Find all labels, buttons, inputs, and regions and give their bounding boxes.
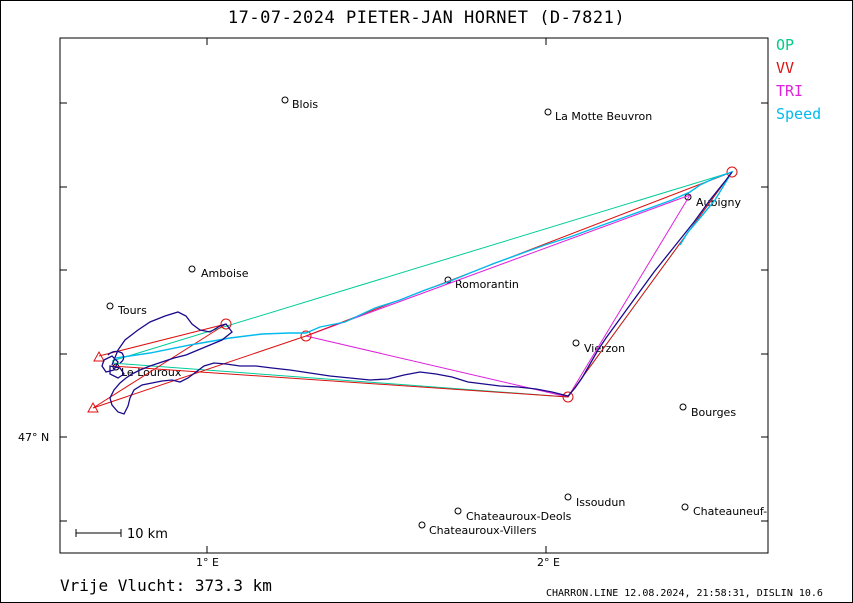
place-chateauneuf: Chateauneuf- [693,505,767,518]
flight-track [109,171,733,415]
legend-tri: TRI [776,82,804,100]
place-la-motte-beuvron: La Motte Beuvron [555,110,652,123]
flight-title: 17-07-2024 PIETER-JAN HORNET (D-7821) [227,8,626,28]
place-marker [281,96,289,104]
lat-label-47: 47° N [18,431,49,444]
place-marker [106,302,114,310]
lon-label-1: 1° E [196,556,219,569]
place-aubigny: Aubigny [696,196,741,209]
lon-ticks [206,38,547,553]
place-marker [681,503,689,511]
place-tours: Tours [117,304,147,317]
place-chateauroux-deols: Chateauroux-Deols [466,510,572,523]
turnpoint-marker [562,391,574,403]
legend-vv: VV [776,59,795,77]
place-marker [418,521,426,529]
vv-route [92,170,734,409]
tri-route [305,194,692,398]
place-marker [564,493,572,501]
lat-ticks [60,102,768,522]
place-issoudun: Issoudun [576,496,625,509]
turnpoint-marker [220,318,232,330]
finish-marker [87,401,99,413]
turnpoint-marker [300,330,312,342]
speed-track [115,170,734,359]
place-amboise: Amboise [201,267,249,280]
start-cluster [101,350,125,379]
legend-speed: Speed [776,105,822,123]
legend: OP VV TRI Speed [776,34,821,126]
lon-label-2: 2° E [537,556,560,569]
places: Blois La Motte Beuvron Aubigny Amboise T… [106,96,767,537]
place-vierzon: Vierzon [584,342,625,355]
place-blois: Blois [292,98,318,111]
vv-turnpoints [87,166,738,413]
place-marker [572,339,580,347]
turnpoint-marker [726,166,738,178]
scale-bar [75,529,122,537]
place-marker [544,108,552,116]
place-chateauroux-villers: Chateauroux-Villers [429,524,537,537]
scale-bar-label: 10 km [127,527,168,542]
place-marker [188,265,196,273]
place-bourges: Bourges [691,406,736,419]
start-marker [93,350,105,362]
legend-op: OP [776,36,795,54]
place-marker [454,507,462,515]
plot-border [59,37,769,554]
place-romorantin: Romorantin [455,278,519,291]
footer-info: CHARRON.LINE 12.08.2024, 21:58:31, DISLI… [546,588,823,599]
free-flight-distance: Vrije Vlucht: 373.3 km [60,576,272,595]
place-marker [679,403,687,411]
